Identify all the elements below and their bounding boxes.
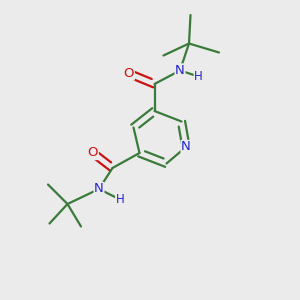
Text: N: N <box>175 64 185 77</box>
Text: H: H <box>194 70 203 83</box>
Text: H: H <box>116 193 124 206</box>
Text: N: N <box>181 140 191 154</box>
Text: O: O <box>88 146 98 160</box>
Text: N: N <box>94 182 104 196</box>
Text: O: O <box>124 67 134 80</box>
